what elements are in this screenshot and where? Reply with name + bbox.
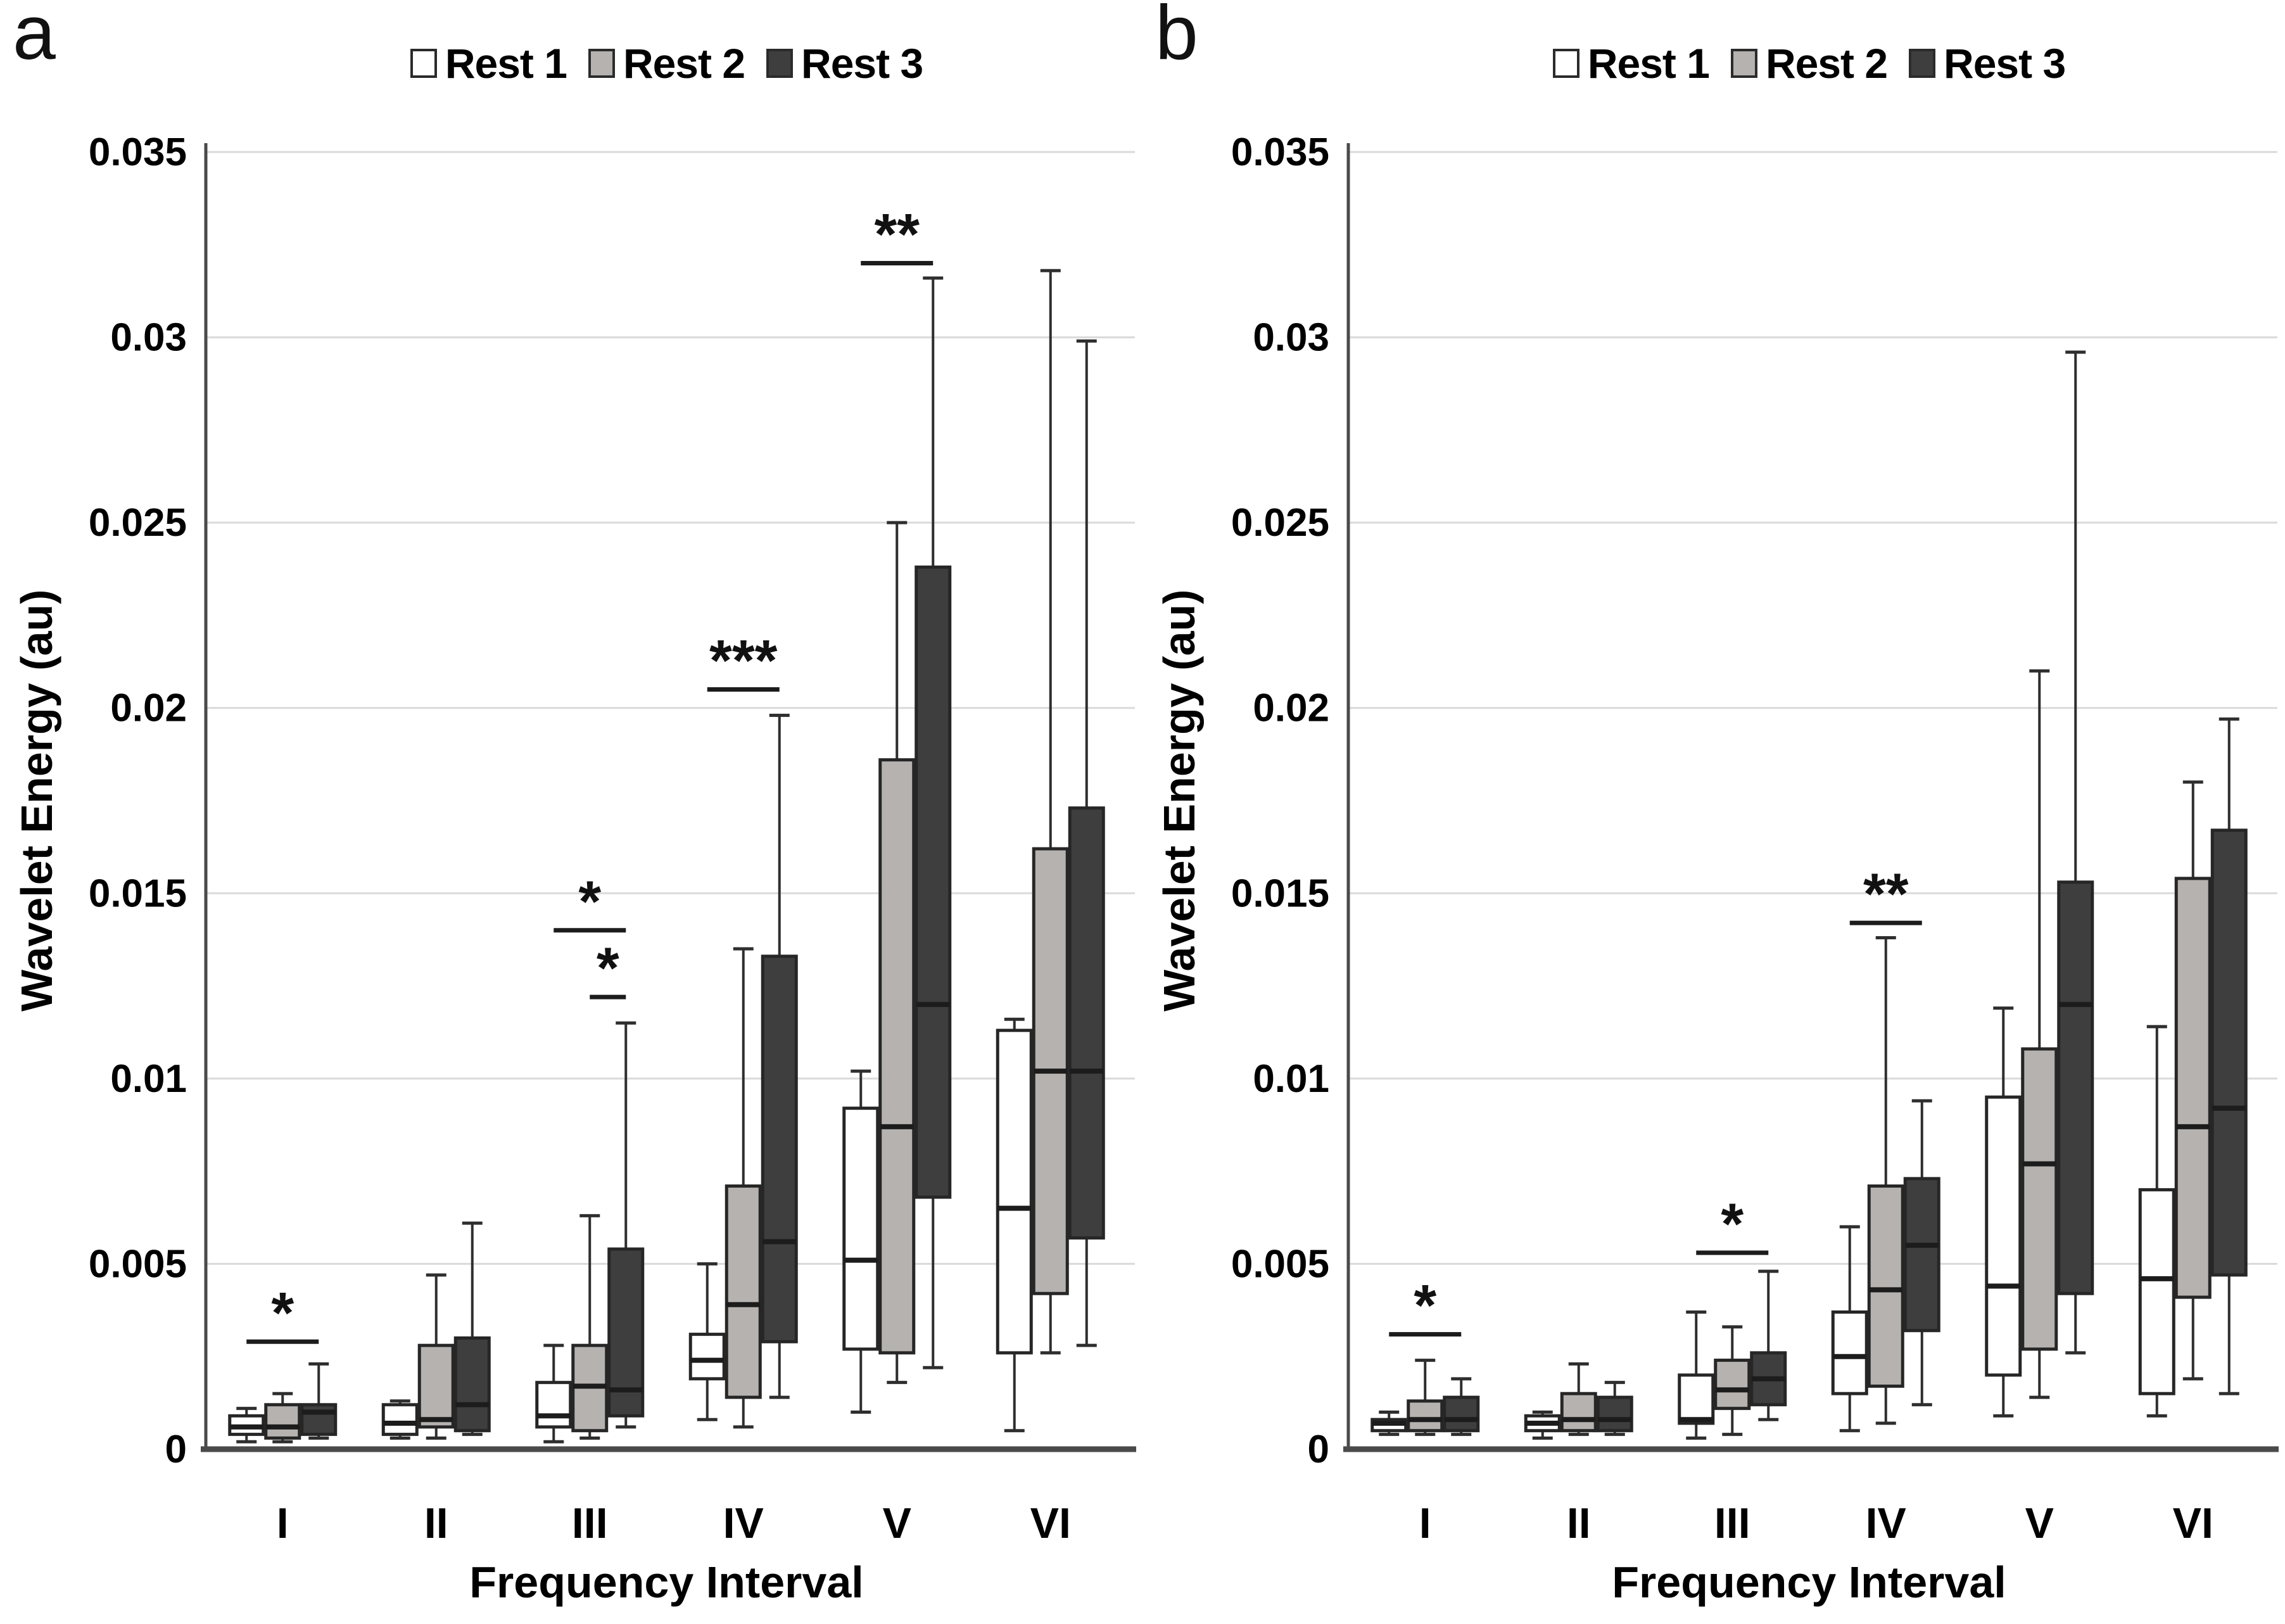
legend-label-rest2: Rest 2 <box>1765 40 1888 87</box>
legend-item-rest1: Rest 1 <box>1552 39 1710 87</box>
box-rest1-iv <box>1831 1310 1868 1395</box>
box-rest1-ii <box>381 1403 419 1437</box>
legend-swatch-rest1-icon <box>410 49 437 78</box>
legend-swatch-rest1-icon <box>1552 49 1579 78</box>
y-tick-label: 0.005 <box>89 1242 187 1286</box>
x-axis-title-b: Frequency Interval <box>1612 1557 2006 1607</box>
y-tick-label: 0.025 <box>89 501 187 545</box>
box-rest3-ii <box>1596 1395 1633 1433</box>
y-tick-label: 0.015 <box>1231 872 1329 915</box>
box-rest2-ii <box>417 1343 455 1429</box>
x-tick-label-iii: III <box>572 1499 608 1547</box>
legend-label-rest1: Rest 1 <box>445 40 567 87</box>
y-tick-label: 0.025 <box>1231 501 1329 545</box>
y-tick-label: 0.01 <box>1253 1057 1329 1101</box>
box-rest3-v <box>915 565 952 1199</box>
y-tick-label: 0.015 <box>89 872 187 915</box>
panel-b: b Rest 1 Rest 2 Rest 3 Wavelet Energy (a… <box>1142 0 2285 1624</box>
x-tick-label-vi: VI <box>2173 1499 2213 1547</box>
legend-swatch-rest3-icon <box>766 49 794 78</box>
box-rest3-iv <box>1903 1177 1940 1333</box>
box-rest2-i <box>264 1403 301 1440</box>
box-rest1-vi <box>2138 1188 2175 1395</box>
x-tick-label-i: I <box>277 1499 289 1547</box>
box-rest3-i <box>300 1403 338 1437</box>
box-rest1-iii <box>535 1381 573 1429</box>
box-rest1-vi <box>996 1029 1033 1355</box>
significance-label-iv: *** <box>709 628 778 693</box>
panel-letter-a: a <box>13 0 56 75</box>
y-tick-label: 0.035 <box>89 130 187 174</box>
x-tick-label-i: I <box>1419 1499 1431 1547</box>
legend-label-rest3: Rest 3 <box>801 40 923 87</box>
legend-label-rest3: Rest 3 <box>1944 40 2066 87</box>
legend-swatch-rest2-icon <box>1730 49 1757 78</box>
significance-label-iii: * <box>597 936 619 1001</box>
x-tick-label-iv: IV <box>723 1499 764 1547</box>
significance-label-iii: * <box>578 870 601 934</box>
x-tick-label-vi: VI <box>1030 1499 1071 1547</box>
boxplot-chart-a: 00.0050.010.0150.020.0250.030.035*******… <box>89 130 1136 1547</box>
significance-label-v: ** <box>874 203 920 267</box>
y-tick-label: 0.03 <box>1253 316 1329 360</box>
box-rest2-i <box>1407 1399 1444 1433</box>
box-rest2-ii <box>1560 1392 1597 1433</box>
x-tick-label-iv: IV <box>1866 1499 1906 1547</box>
significance-label-iii: * <box>1721 1192 1744 1257</box>
x-tick-label-v: V <box>883 1499 911 1547</box>
y-tick-label: 0.035 <box>1231 130 1329 174</box>
legend-item-rest3: Rest 3 <box>1909 39 2066 87</box>
box-rest3-ii <box>453 1336 491 1433</box>
y-tick-label: 0.01 <box>110 1057 187 1101</box>
box-rest1-v <box>1985 1095 2022 1377</box>
box-rest3-v <box>2057 880 2094 1295</box>
box-rest3-vi <box>2210 828 2248 1277</box>
legend-label-rest2: Rest 2 <box>623 40 745 87</box>
legend-b: Rest 1 Rest 2 Rest 3 <box>1348 39 2270 87</box>
significance-label-iv: ** <box>1863 862 1909 927</box>
y-tick-label: 0.03 <box>110 316 187 360</box>
legend-a: Rest 1 Rest 2 Rest 3 <box>206 39 1127 87</box>
box-rest1-v <box>842 1107 880 1351</box>
panel-letter-b: b <box>1155 0 1198 75</box>
legend-label-rest1: Rest 1 <box>1587 40 1710 87</box>
y-tick-label: 0 <box>1308 1428 1329 1471</box>
box-rest2-iv <box>1867 1184 1904 1388</box>
box-rest1-iii <box>1678 1373 1715 1425</box>
legend-item-rest2: Rest 2 <box>588 39 745 87</box>
box-rest2-vi <box>2174 877 2212 1299</box>
legend-item-rest3: Rest 3 <box>766 39 923 87</box>
legend-item-rest1: Rest 1 <box>410 39 567 87</box>
box-rest3-vi <box>1068 806 1105 1240</box>
x-tick-label-iii: III <box>1714 1499 1750 1547</box>
y-tick-label: 0 <box>165 1428 187 1471</box>
box-rest1-iv <box>688 1333 726 1381</box>
x-tick-label-ii: II <box>424 1499 448 1547</box>
box-rest2-iv <box>725 1184 762 1399</box>
legend-swatch-rest3-icon <box>1909 49 1936 78</box>
box-rest2-v <box>2021 1047 2058 1351</box>
box-rest3-i <box>1443 1395 1480 1433</box>
box-rest3-iv <box>761 955 798 1343</box>
box-rest2-iii <box>1714 1359 1751 1411</box>
x-tick-label-v: V <box>2025 1499 2054 1547</box>
y-tick-label: 0.02 <box>1253 687 1329 730</box>
y-tick-label: 0.005 <box>1231 1242 1329 1286</box>
y-tick-label: 0.02 <box>110 687 187 730</box>
legend-item-rest2: Rest 2 <box>1730 39 1888 87</box>
box-rest2-v <box>878 758 916 1355</box>
x-tick-label-ii: II <box>1567 1499 1591 1547</box>
significance-label-i: * <box>271 1281 294 1345</box>
panel-a: a Rest 1 Rest 2 Rest 3 Wavelet Energy (a… <box>0 0 1142 1624</box>
significance-label-i: * <box>1414 1274 1436 1338</box>
legend-swatch-rest2-icon <box>588 49 615 78</box>
x-axis-title-a: Frequency Interval <box>469 1557 864 1607</box>
